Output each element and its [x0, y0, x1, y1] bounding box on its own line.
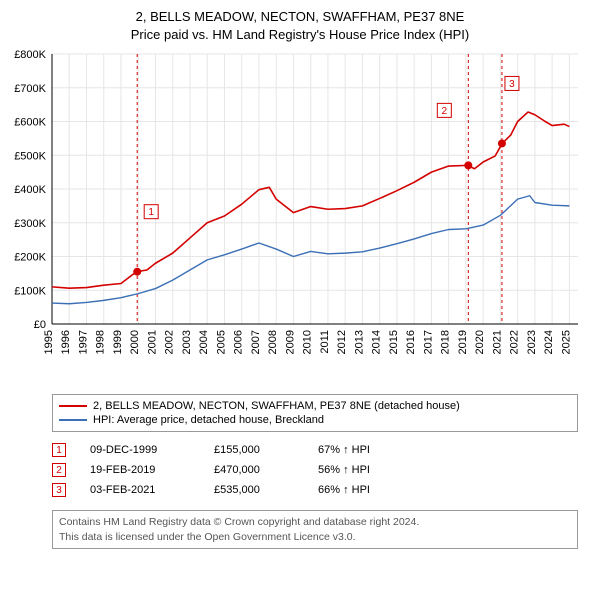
- svg-text:2021: 2021: [491, 330, 503, 354]
- legend-swatch: [59, 405, 87, 407]
- legend-item: HPI: Average price, detached house, Brec…: [59, 413, 571, 427]
- marker-badge: 1: [52, 443, 66, 457]
- svg-text:£500K: £500K: [14, 151, 46, 163]
- svg-text:2001: 2001: [146, 330, 158, 354]
- svg-text:1: 1: [148, 208, 154, 219]
- svg-text:1999: 1999: [112, 330, 124, 354]
- svg-text:2012: 2012: [336, 330, 348, 354]
- svg-text:2013: 2013: [353, 330, 365, 354]
- svg-text:£400K: £400K: [14, 184, 46, 196]
- svg-text:£700K: £700K: [14, 83, 46, 95]
- marker-date: 03-FEB-2021: [90, 484, 190, 496]
- svg-text:2020: 2020: [474, 330, 486, 354]
- marker-badge: 2: [52, 463, 66, 477]
- svg-text:£600K: £600K: [14, 117, 46, 129]
- svg-text:2000: 2000: [129, 330, 141, 354]
- chart-title-subtitle: Price paid vs. HM Land Registry's House …: [0, 26, 600, 44]
- chart-container: 2, BELLS MEADOW, NECTON, SWAFFHAM, PE37 …: [0, 0, 600, 549]
- marker-price: £470,000: [214, 464, 294, 476]
- marker-date: 09-DEC-1999: [90, 444, 190, 456]
- svg-text:2007: 2007: [250, 330, 262, 354]
- svg-text:£200K: £200K: [14, 252, 46, 264]
- svg-text:2025: 2025: [560, 330, 572, 354]
- svg-text:£0: £0: [34, 319, 46, 331]
- svg-text:£100K: £100K: [14, 286, 46, 298]
- attribution: Contains HM Land Registry data © Crown c…: [52, 510, 578, 548]
- legend-label: HPI: Average price, detached house, Brec…: [93, 414, 324, 426]
- legend-item: 2, BELLS MEADOW, NECTON, SWAFFHAM, PE37 …: [59, 399, 571, 413]
- price-chart: £0 £100K £200K £300K £400K £500K £600K £700K £80…: [0, 48, 600, 388]
- markers-table: 1 09-DEC-1999 £155,000 67% ↑ HPI 2 19-FE…: [52, 440, 578, 500]
- marker-row: 2 19-FEB-2019 £470,000 56% ↑ HPI: [52, 460, 578, 480]
- svg-text:2016: 2016: [405, 330, 417, 354]
- marker-row: 1 09-DEC-1999 £155,000 67% ↑ HPI: [52, 440, 578, 460]
- svg-text:2018: 2018: [440, 330, 452, 354]
- marker-price: £535,000: [214, 484, 294, 496]
- marker-date: 19-FEB-2019: [90, 464, 190, 476]
- svg-text:2023: 2023: [526, 330, 538, 354]
- svg-text:2017: 2017: [422, 330, 434, 354]
- legend: 2, BELLS MEADOW, NECTON, SWAFFHAM, PE37 …: [52, 394, 578, 432]
- svg-text:1998: 1998: [95, 330, 107, 354]
- svg-text:2009: 2009: [284, 330, 296, 354]
- svg-text:2002: 2002: [164, 330, 176, 354]
- svg-text:1996: 1996: [60, 330, 72, 354]
- marker-pct: 67% ↑ HPI: [318, 444, 408, 456]
- svg-text:2008: 2008: [267, 330, 279, 354]
- svg-text:2003: 2003: [181, 330, 193, 354]
- svg-text:2011: 2011: [319, 330, 331, 354]
- svg-text:2: 2: [442, 106, 448, 117]
- svg-text:2006: 2006: [233, 330, 245, 354]
- svg-text:2004: 2004: [198, 330, 210, 354]
- chart-title-address: 2, BELLS MEADOW, NECTON, SWAFFHAM, PE37 …: [0, 8, 600, 26]
- svg-text:2005: 2005: [215, 330, 227, 354]
- legend-label: 2, BELLS MEADOW, NECTON, SWAFFHAM, PE37 …: [93, 400, 460, 412]
- attribution-line: This data is licensed under the Open Gov…: [59, 530, 571, 544]
- svg-text:1997: 1997: [77, 330, 89, 354]
- svg-text:2022: 2022: [509, 330, 521, 354]
- svg-text:2015: 2015: [388, 330, 400, 354]
- svg-text:2010: 2010: [302, 330, 314, 354]
- marker-price: £155,000: [214, 444, 294, 456]
- svg-text:2014: 2014: [371, 330, 383, 354]
- attribution-line: Contains HM Land Registry data © Crown c…: [59, 515, 571, 529]
- svg-text:3: 3: [509, 79, 515, 90]
- marker-row: 3 03-FEB-2021 £535,000 66% ↑ HPI: [52, 480, 578, 500]
- marker-pct: 66% ↑ HPI: [318, 484, 408, 496]
- legend-swatch: [59, 419, 87, 421]
- marker-badge: 3: [52, 483, 66, 497]
- svg-text:2019: 2019: [457, 330, 469, 354]
- svg-text:1995: 1995: [43, 330, 55, 354]
- svg-text:£800K: £800K: [14, 49, 46, 61]
- svg-text:2024: 2024: [543, 330, 555, 354]
- marker-pct: 56% ↑ HPI: [318, 464, 408, 476]
- svg-text:£300K: £300K: [14, 218, 46, 230]
- chart-titles: 2, BELLS MEADOW, NECTON, SWAFFHAM, PE37 …: [0, 0, 600, 48]
